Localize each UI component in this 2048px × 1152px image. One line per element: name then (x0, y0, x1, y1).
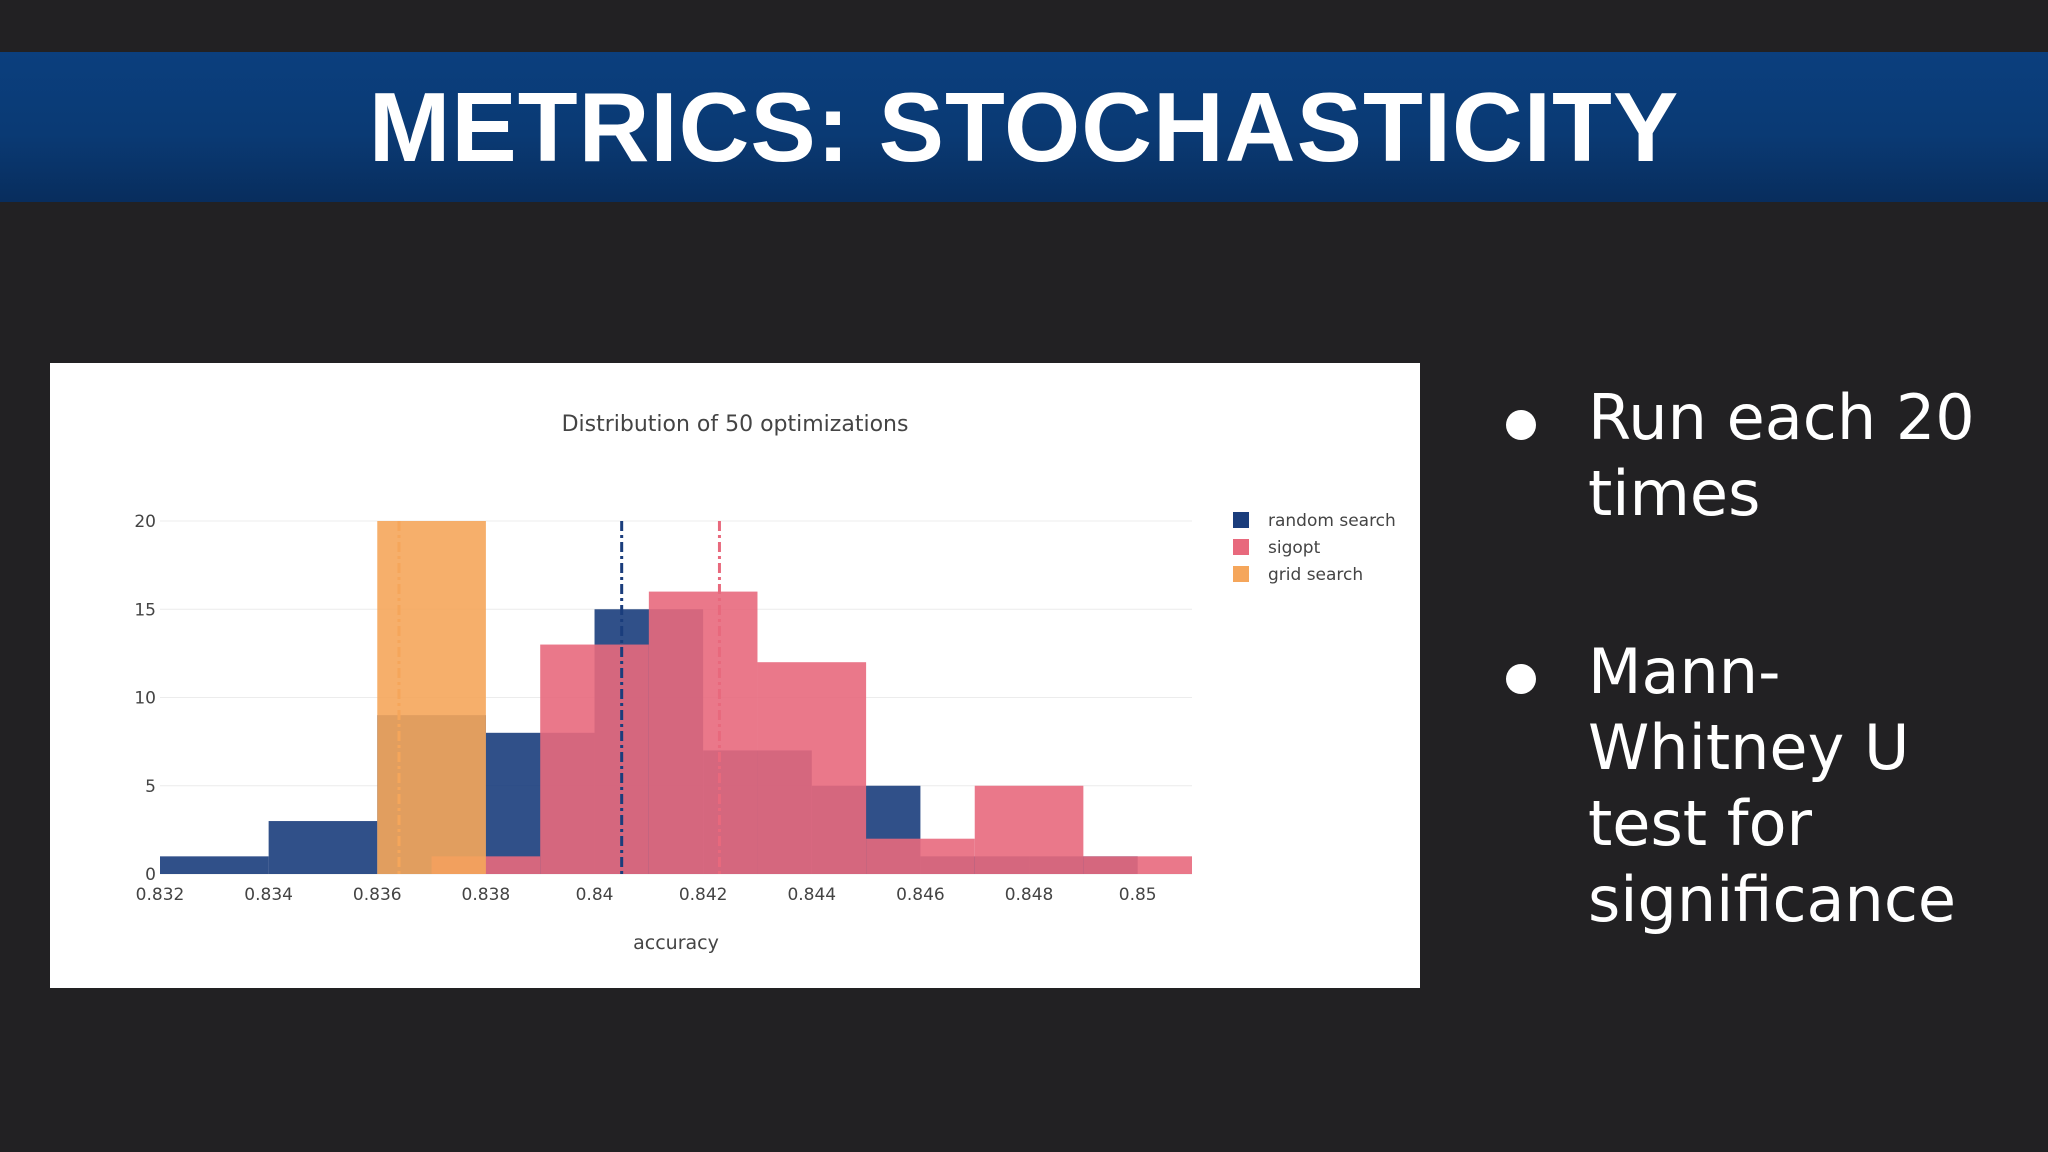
x-tick-label: 0.85 (1119, 885, 1157, 905)
bullet-item: Mann-Whitney U test for significance (1490, 634, 2030, 938)
bar-sigopt (757, 662, 867, 874)
legend: random search sigopt grid search (1233, 511, 1396, 585)
chart-title: Distribution of 50 optimizations (562, 412, 909, 437)
title-bar: METRICS: STOCHASTICITY (0, 52, 2048, 202)
histogram-chart: Distribution of 50 optimizations 0.832 0.… (134, 412, 1396, 954)
bullet-item: Run each 20 times (1490, 380, 2030, 532)
legend-swatch (1233, 539, 1249, 555)
x-tick-label: 0.834 (244, 885, 293, 905)
bar-sigopt (1083, 856, 1192, 874)
y-tick-label: 20 (134, 512, 156, 532)
bar-sigopt (866, 838, 975, 874)
bar-random-search (160, 856, 269, 874)
y-tick-label: 0 (145, 865, 156, 885)
y-tick-label: 5 (145, 777, 156, 797)
x-axis-label: accuracy (633, 932, 719, 954)
bullet-list: Run each 20 times Mann-Whitney U test fo… (1490, 380, 2030, 1040)
bar-random-search (268, 821, 378, 874)
x-tick-label: 0.844 (787, 885, 836, 905)
chart-panel: Distribution of 50 optimizations 0.832 0.… (50, 363, 1420, 988)
x-tick-label: 0.838 (462, 885, 511, 905)
bar-sigopt (540, 644, 649, 874)
bullet-dot-icon (1506, 664, 1536, 694)
x-tick-label: 0.836 (353, 885, 402, 905)
bullet-text: Mann-Whitney U test for significance (1588, 635, 1957, 936)
legend-swatch (1233, 566, 1249, 582)
y-tick-labels: 0 5 10 15 20 (134, 512, 156, 885)
bar-grid-search (377, 521, 486, 874)
y-tick-label: 10 (134, 689, 156, 709)
legend-label: sigopt (1268, 538, 1321, 558)
legend-swatch (1233, 512, 1249, 528)
x-tick-label: 0.846 (896, 885, 945, 905)
x-tick-label: 0.842 (679, 885, 728, 905)
legend-label: random search (1268, 511, 1396, 531)
x-tick-label: 0.84 (576, 885, 614, 905)
y-tick-label: 15 (134, 600, 156, 620)
x-tick-labels: 0.832 0.834 0.836 0.838 0.84 0.842 0.844 0.846 0… (136, 885, 1157, 905)
bar-sigopt (974, 785, 1084, 874)
bullet-text: Run each 20 times (1588, 381, 1975, 530)
bars (160, 521, 1192, 874)
mean-lines (397, 521, 721, 874)
bullet-dot-icon (1506, 410, 1536, 440)
bar-sigopt (648, 591, 758, 874)
legend-label: grid search (1268, 565, 1363, 585)
slide-title: METRICS: STOCHASTICITY (368, 71, 1680, 182)
x-tick-label: 0.848 (1005, 885, 1054, 905)
x-tick-label: 0.832 (136, 885, 185, 905)
